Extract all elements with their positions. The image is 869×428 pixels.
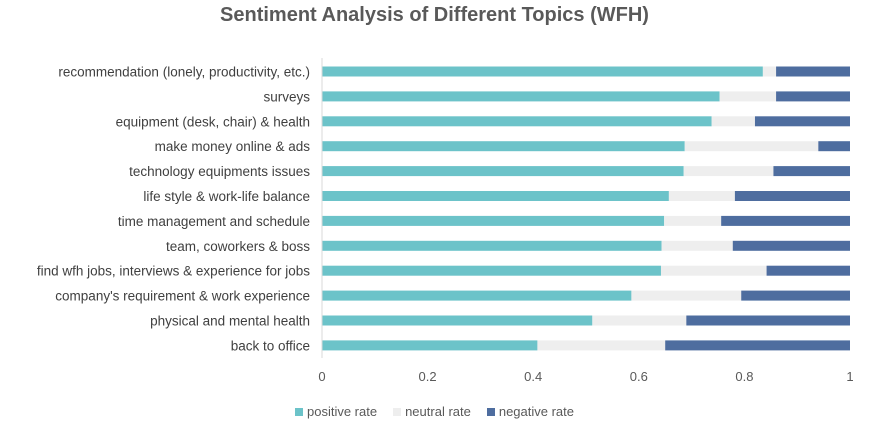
bar-positive-rate xyxy=(322,265,661,276)
bar-negative-rate xyxy=(686,315,850,326)
category-label: back to office xyxy=(231,338,310,353)
bar-positive-rate xyxy=(322,240,662,251)
bar-positive-rate xyxy=(322,66,763,77)
bar-negative-rate xyxy=(732,240,850,251)
legend-swatch xyxy=(393,407,402,416)
bar-positive-rate xyxy=(322,116,712,127)
bar-positive-rate xyxy=(322,340,538,351)
bar-negative-rate xyxy=(734,191,850,201)
category-label: surveys xyxy=(263,89,310,104)
category-label: find wfh jobs, interviews & experience f… xyxy=(37,264,310,279)
bar-neutral-rate xyxy=(762,66,777,77)
legend-swatch xyxy=(486,407,495,416)
category-label: team, coworkers & boss xyxy=(166,239,310,254)
category-label: make money online & ads xyxy=(155,139,311,154)
category-label: equipment (desk, chair) & health xyxy=(116,114,310,129)
legend-swatch xyxy=(294,407,303,416)
legend-label: positive rate xyxy=(306,404,378,419)
bar-neutral-rate xyxy=(719,91,777,102)
bar-negative-rate xyxy=(766,265,850,276)
bar-positive-rate xyxy=(322,91,720,102)
bar-neutral-rate xyxy=(683,166,774,177)
legend-label: neutral rate xyxy=(405,404,471,419)
bar-chart: recommendation (lonely, productivity, et… xyxy=(37,58,854,384)
bar-positive-rate xyxy=(322,290,632,301)
bar-positive-rate xyxy=(322,166,684,177)
bar-neutral-rate xyxy=(537,340,666,351)
bar-neutral-rate xyxy=(664,215,722,226)
bar-neutral-rate xyxy=(668,191,735,201)
x-tick-label: 0.6 xyxy=(630,369,648,384)
category-label: recommendation (lonely, productivity, et… xyxy=(58,65,310,80)
bar-negative-rate xyxy=(773,166,850,177)
category-label: company's requirement & work experience xyxy=(55,289,310,304)
bar-neutral-rate xyxy=(661,240,733,251)
bar-neutral-rate xyxy=(592,315,687,326)
bar-negative-rate xyxy=(776,66,850,77)
legend-item: positive rate xyxy=(294,404,378,419)
bar-positive-rate xyxy=(322,215,665,226)
x-tick-label: 1 xyxy=(846,369,853,384)
x-tick-label: 0.2 xyxy=(419,369,437,384)
category-label: time management and schedule xyxy=(118,214,310,229)
chart-title: Sentiment Analysis of Different Topics (… xyxy=(220,4,649,26)
category-label: life style & work-life balance xyxy=(143,189,310,204)
x-tick-label: 0.4 xyxy=(524,369,542,384)
bar-negative-rate xyxy=(741,290,850,301)
legend: positive rate neutral rate negative rate xyxy=(0,404,869,419)
bar-neutral-rate xyxy=(631,290,742,301)
bar-negative-rate xyxy=(665,340,850,351)
bar-neutral-rate xyxy=(684,141,819,152)
category-label: technology equipments issues xyxy=(129,164,310,179)
bar-positive-rate xyxy=(322,315,593,326)
bar-neutral-rate xyxy=(711,116,755,127)
bar-negative-rate xyxy=(818,141,850,152)
bar-neutral-rate xyxy=(660,265,767,276)
bar-positive-rate xyxy=(322,141,685,152)
category-label: physical and mental health xyxy=(150,314,310,329)
legend-label: negative rate xyxy=(498,404,575,419)
bar-negative-rate xyxy=(721,215,850,226)
bar-negative-rate xyxy=(776,91,850,102)
legend-item: neutral rate xyxy=(393,404,471,419)
legend-item: negative rate xyxy=(486,404,575,419)
x-tick-label: 0.8 xyxy=(735,369,753,384)
bar-positive-rate xyxy=(322,191,669,201)
bar-negative-rate xyxy=(754,116,850,127)
x-tick-label: 0 xyxy=(318,369,325,384)
